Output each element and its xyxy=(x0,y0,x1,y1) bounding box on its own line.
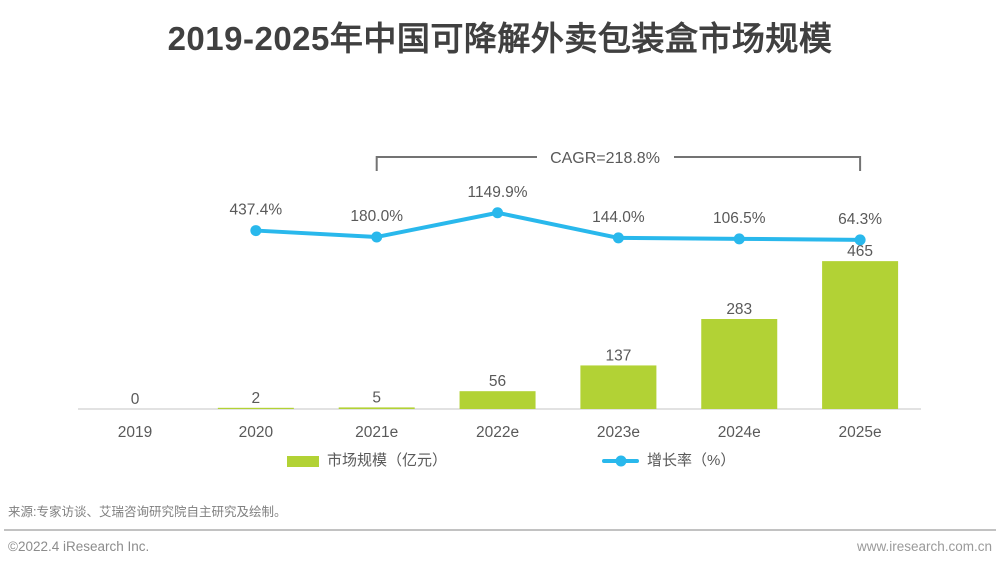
line-legend-dot-icon xyxy=(615,455,626,467)
bar-legend-swatch xyxy=(287,455,319,467)
x-axis-label-2024e: 2024e xyxy=(718,424,761,441)
cagr-label: CAGR=218.8% xyxy=(550,150,660,167)
line-point-2020 xyxy=(250,225,262,237)
bar-value-label-2025e: 465 xyxy=(847,243,873,260)
bar-2024e xyxy=(701,319,778,409)
legend-item-growth-rate: 增长率（%） xyxy=(602,452,735,470)
bar-2022e xyxy=(459,391,536,409)
growth-value-label-2023e: 144.0% xyxy=(592,209,645,226)
bar-2025e xyxy=(822,261,899,409)
footer-separator xyxy=(4,529,996,531)
footer-copyright: ©2022.4 iResearch Inc. xyxy=(8,539,150,554)
cagr-bracket xyxy=(375,156,862,171)
bar-2020 xyxy=(217,407,294,409)
x-axis-label-2022e: 2022e xyxy=(476,424,519,441)
growth-value-label-2021e: 180.0% xyxy=(350,208,403,225)
x-axis-label-2020: 2020 xyxy=(239,424,274,441)
growth-value-label-2020: 437.4% xyxy=(230,202,283,219)
page-title: 2019-2025年中国可降解外卖包装盒市场规模 xyxy=(167,20,833,57)
line-point-2021e xyxy=(371,231,383,243)
legend-item-market-size: 市场规模（亿元） xyxy=(287,452,447,470)
x-axis-label-2023e: 2023e xyxy=(597,424,640,441)
footer-website: www.iresearch.com.cn xyxy=(856,539,992,554)
line-point-2022e xyxy=(492,207,504,219)
line-legend-swatch xyxy=(602,455,639,467)
line-point-2024e xyxy=(733,233,745,245)
line-point-2023e xyxy=(612,232,624,244)
legend-label-growth-rate: 增长率（%） xyxy=(647,452,736,469)
bar-value-label-2024e: 283 xyxy=(726,301,752,318)
x-axis-label-2021e: 2021e xyxy=(355,424,398,441)
bar-value-label-2019: 0 xyxy=(131,391,140,408)
bar-2021e xyxy=(338,407,415,409)
growth-line xyxy=(253,210,863,242)
legend-label-market-size: 市场规模（亿元） xyxy=(327,452,448,469)
x-axis-label-2019: 2019 xyxy=(118,424,152,441)
source-note: 来源:专家访谈、艾瑞咨询研究院自主研究及绘制。 xyxy=(8,505,287,519)
growth-value-label-2025e: 64.3% xyxy=(838,211,882,228)
bar-value-label-2021e: 5 xyxy=(372,389,381,406)
bar-2023e xyxy=(580,365,657,409)
x-axis-label-2025e: 2025e xyxy=(839,424,882,441)
bar-value-label-2023e: 137 xyxy=(605,347,631,364)
growth-value-label-2024e: 106.5% xyxy=(713,210,766,227)
line-point-2025e xyxy=(854,234,866,246)
bar-value-label-2020: 2 xyxy=(252,390,261,407)
bar-value-label-2022e: 56 xyxy=(489,373,506,390)
growth-value-label-2022e: 1149.9% xyxy=(468,184,528,201)
